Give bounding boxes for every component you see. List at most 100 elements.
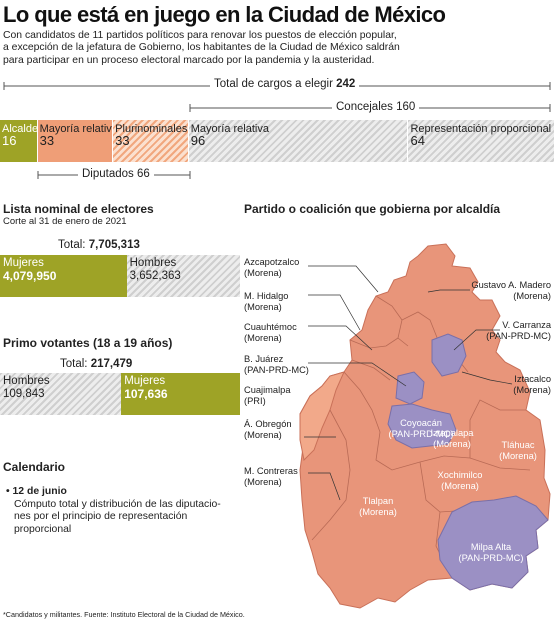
cargos-segment-value: 33 <box>115 133 130 148</box>
primo-total-value: 217,479 <box>90 358 133 370</box>
map-label-m-hidalgo: M. Hidalgo (Morena) <box>244 291 288 313</box>
total-cargos-text: Total de cargos a elegir <box>214 78 333 90</box>
lista-segment-label: Mujeres <box>3 257 44 269</box>
cargos-segment-label: Alcaldes <box>2 123 37 135</box>
map-label-gustavo-a-madero: Gustavo A. Madero (Morena) <box>471 280 551 302</box>
map-label-line: M. Hidalgo <box>244 291 289 301</box>
intro-line: Con candidatos de 11 partidos políticos … <box>3 30 397 41</box>
map-label-line: Á. Obregón <box>244 419 292 429</box>
map-label-line: (Morena) <box>244 302 282 312</box>
map-label-line: (Morena) <box>244 477 282 487</box>
concejales-text: Concejales <box>336 101 393 113</box>
map-label-line: (Morena) <box>513 385 551 395</box>
map-label-line: Gustavo A. Madero <box>471 280 551 290</box>
map-region-line: (Morena) <box>433 439 471 449</box>
map-region-line: (Morena) <box>359 507 397 517</box>
diputados-label: Diputados 66 <box>78 168 154 180</box>
lista-segment-hombres: Hombres 3,652,363 <box>126 255 240 297</box>
page-title: Lo que está en juego en la Ciudad de Méx… <box>3 2 446 27</box>
lista-segment-value: 4,079,950 <box>3 269 57 283</box>
map-label-line: (Morena) <box>244 268 282 278</box>
lista-total: Total: 7,705,313 <box>58 239 140 251</box>
primo-total-label: Total: <box>60 358 88 370</box>
cargos-segment-value: 96 <box>190 133 206 148</box>
map-label--obreg-n: Á. Obregón (Morena) <box>244 419 292 441</box>
map-label-line: Azcapotzalco <box>244 257 300 267</box>
cargos-segment-label: Representación proporcional <box>410 123 552 135</box>
map-label-iztacalco: Iztacalco (Morena) <box>513 374 551 396</box>
lista-segment-value: 3,652,363 <box>129 270 181 282</box>
map-region-line: Tláhuac <box>501 440 535 450</box>
cargos-segment-diputados-mayoria: Mayoría relativa 33 <box>36 120 113 162</box>
map-region-line: Xochimilco <box>437 470 483 480</box>
map-label-cuajimalpa: Cuajimalpa (PRI) <box>244 385 291 407</box>
calendario-line: proporcional <box>14 523 72 535</box>
calendario-line: nes por el principio de representación <box>14 511 188 522</box>
map-region-line: Tlalpan <box>362 496 394 506</box>
map-label-line: (PAN-PRD-MC) <box>486 331 551 341</box>
map-region-line: (Morena) <box>441 481 479 491</box>
map-region-xochimilco: Xochimilco (Morena) <box>420 470 500 492</box>
lista-nominal-subtitle: Corte al 31 de enero de 2021 <box>3 216 127 227</box>
lista-total-value: 7,705,313 <box>88 239 140 251</box>
map-venustiano-carranza <box>431 333 467 377</box>
map-label-m-contreras: M. Contreras (Morena) <box>244 466 298 488</box>
map-label-line: (PRI) <box>244 396 266 406</box>
diputados-value: 66 <box>137 168 150 180</box>
map-label-line: (Morena) <box>513 291 551 301</box>
intro-line: a excepción de la jefatura de Gobierno, … <box>3 42 400 54</box>
total-cargos-value: 242 <box>336 78 356 90</box>
lista-segment-label: Hombres <box>129 257 177 269</box>
map-label-b-ju-rez: B. Juárez (PAN-PRD-MC) <box>244 354 309 376</box>
map-title: Partido o coalición que gobierna por alc… <box>244 202 501 216</box>
total-cargos-label: Total de cargos a elegir 242 <box>210 78 360 90</box>
map-coyoacan <box>387 403 457 449</box>
primo-total: Total: 217,479 <box>60 358 132 370</box>
map-region-line: (PAN-PRD-MC) <box>458 553 524 563</box>
primo-segment-label: Mujeres <box>124 375 166 387</box>
cargos-segment-value: 64 <box>410 133 425 148</box>
map-label-line: V. Carranza <box>502 320 551 330</box>
calendario-line: Cómputo total y distribución de las dipu… <box>14 498 221 510</box>
primo-segment-mujeres: Mujeres 107,636 <box>121 373 240 415</box>
map-region-line: Coyoacán <box>400 418 442 428</box>
primo-votantes-title: Primo votantes (18 a 19 años) <box>3 336 173 350</box>
cargos-segment-concejales-mayoria: Mayoría relativa 96 <box>187 120 408 162</box>
concejales-value: 160 <box>396 101 416 113</box>
map-label-line: Iztacalco <box>514 374 551 384</box>
cargos-segment-label: Mayoría relativa <box>39 123 113 135</box>
map-label-v-carranza: V. Carranza (PAN-PRD-MC) <box>486 320 551 342</box>
map-label-line: B. Juárez <box>244 354 284 364</box>
cargos-segment-label: Plurinominales <box>115 123 188 135</box>
cargos-segment-alcaldes: Alcaldes16 <box>0 120 37 162</box>
intro-text: Con candidatos de 11 partidos políticos … <box>3 30 551 67</box>
map-milpa-alta <box>437 495 549 591</box>
calendario-item: • 12 de junio Cómputo total y distribuci… <box>6 486 221 535</box>
calendario-title: Calendario <box>3 460 66 474</box>
map-region-tl-huac: Tláhuac (Morena) <box>478 440 554 462</box>
lista-total-label: Total: <box>58 239 86 251</box>
map-label-line: (Morena) <box>244 333 282 343</box>
map-label-cuauht-moc: Cuauhtémoc (Morena) <box>244 322 297 344</box>
concejales-label: Concejales 160 <box>332 101 420 113</box>
intro-line: para participar en un proceso electoral … <box>3 54 375 66</box>
map-region-line: (Morena) <box>499 451 537 461</box>
diputados-text: Diputados <box>82 168 134 180</box>
map-label-line: Cuajimalpa <box>244 385 291 395</box>
map-region-coyoac-n: Coyoacán (PAN-PRD-MC) <box>381 418 461 440</box>
map-region-tlalpan: Tlalpan (Morena) <box>338 496 418 518</box>
map-region-line: Iztapalapa <box>430 428 474 438</box>
lista-segment-mujeres: Mujeres 4,079,950 <box>0 255 127 297</box>
cargos-segment-label: Mayoría relativa <box>190 123 269 135</box>
map-label-line: (PAN-PRD-MC) <box>244 365 309 375</box>
primo-segment-hombres: Hombres 109,843 <box>0 373 122 415</box>
map-benito-juarez <box>395 371 425 405</box>
cargos-segment-value: 33 <box>39 133 55 148</box>
map-label-line: M. Contreras <box>244 466 298 476</box>
map-leader-lines <box>304 265 513 501</box>
map-label-azcapotzalco: Azcapotzalco (Morena) <box>244 257 299 279</box>
map-region-iztapalapa: Iztapalapa (Morena) <box>412 428 492 450</box>
cargos-segment-diputados-plurinominales: Plurinominales 33 <box>112 120 188 162</box>
map-cuajimalpa <box>299 371 345 462</box>
